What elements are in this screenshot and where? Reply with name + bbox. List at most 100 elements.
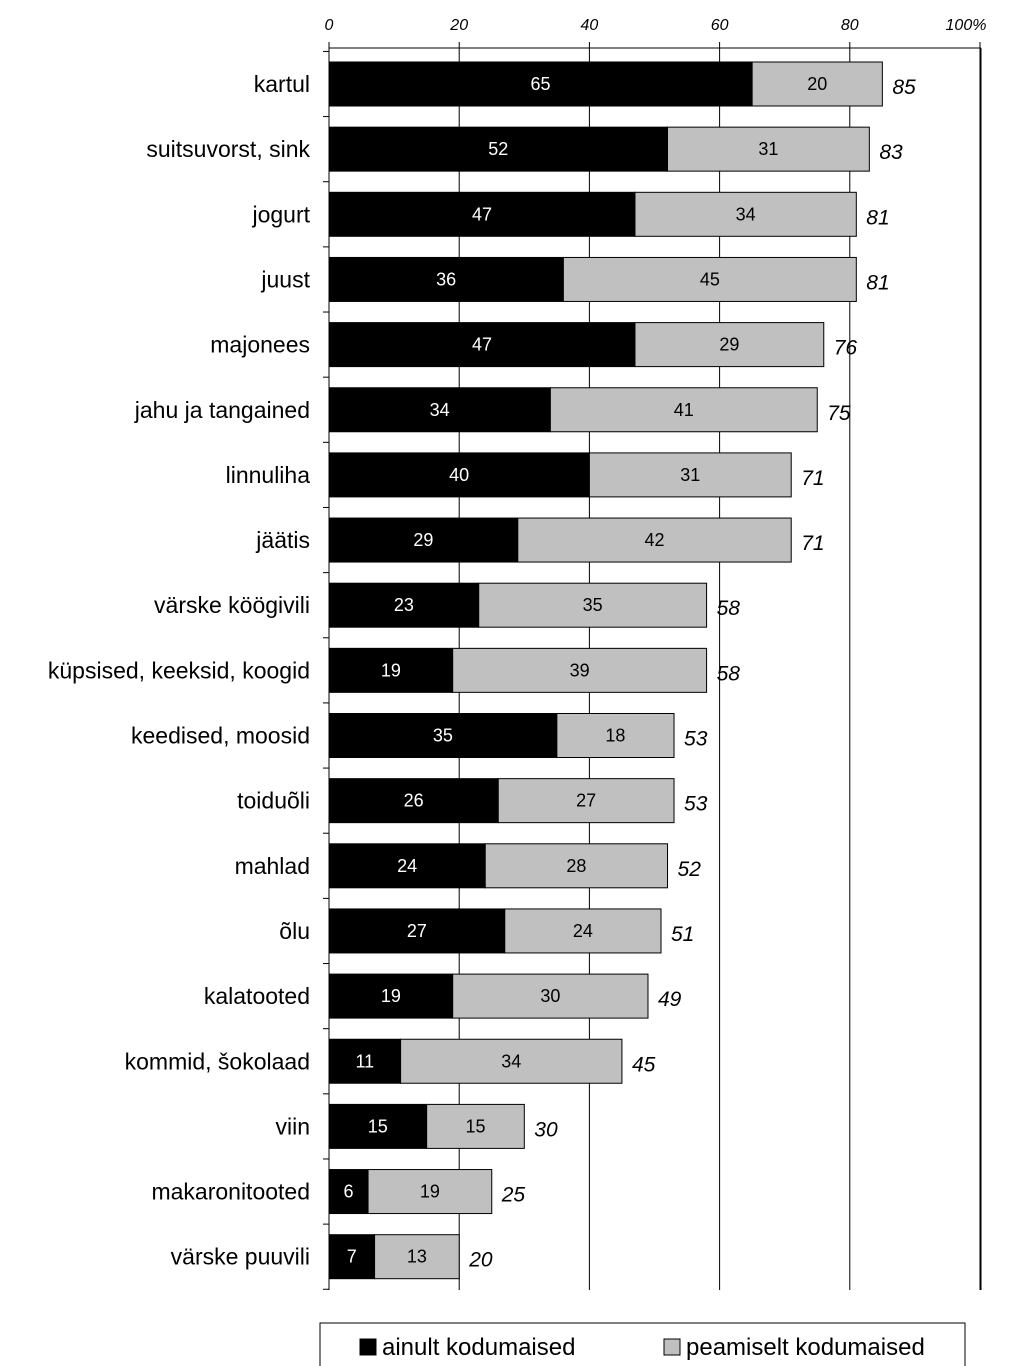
total-label-suitsuvorst-sink: 83 [879,141,903,164]
bar-peamiselt-keedised-moosid [556,713,675,758]
category-labels: kartul suitsuvorst, sink jogurt juust majone… [48,71,311,1270]
value-label-peamiselt-jogurt: 34 [736,204,756,224]
category-label-mahlad: mahlad [235,853,310,879]
value-label-ainult-toiduõli: 26 [404,791,424,811]
category-label-jahu-ja-tangained: jahu ja tangained [134,397,310,423]
legend-frame [319,1322,966,1366]
total-label-mahlad: 52 [678,858,702,881]
total-label-küpsised-keeksid-koogid: 58 [717,662,741,685]
total-label-jäätis: 71 [801,532,824,555]
value-label-ainult-kartul: 65 [531,74,551,94]
value-label-peamiselt-juust: 45 [700,269,720,289]
total-label-värske-puuvili: 20 [468,1249,493,1272]
bar-ainult-jäätis [328,517,519,563]
bar-peamiselt-kartul [751,61,883,107]
category-label-suitsuvorst-sink: suitsuvorst, sink [146,136,310,162]
value-label-peamiselt-keedised-moosid: 18 [605,726,625,746]
total-label-keedised-moosid: 53 [684,728,708,751]
bar-peamiselt-majonees [634,322,825,368]
bar-peamiselt-mahlad [484,843,669,889]
bar-peamiselt-suitsuvorst-sink [667,126,870,172]
bar-ainult-kommid-šokolaad [328,1038,402,1084]
total-label-kartul: 85 [892,76,916,99]
total-label-makaronitooted: 25 [501,1184,526,1207]
bar-peamiselt-jogurt [634,191,857,237]
legend-swatch-ainult-kodumaised [359,1338,377,1356]
value-label-peamiselt-suitsuvorst-sink: 31 [758,139,778,159]
category-label-jogurt: jogurt [251,201,310,227]
category-label-värske-puuvili: värske puuvili [171,1244,310,1270]
bar-ainult-värske-köögivili [328,582,480,628]
total-label-viin: 30 [534,1118,558,1141]
total-label-toiduõli: 53 [684,793,708,816]
legend-label-ainult-kodumaised: ainult kodumaised [382,1334,575,1361]
value-label-ainult-värske-puuvili: 7 [347,1247,357,1267]
bar-peamiselt-küpsised-keeksid-koogid [452,647,708,693]
value-label-peamiselt-jahu-ja-tangained: 41 [674,400,694,420]
value-label-ainult-kommid-šokolaad: 11 [355,1051,374,1071]
total-label-õlu: 51 [671,923,694,946]
category-label-kommid-šokolaad: kommid, šokolaad [125,1048,310,1074]
value-label-ainult-jahu-ja-tangained: 34 [430,400,450,420]
bar-ainult-õlu [328,908,506,954]
x-tick-label-2: 40 [581,17,599,34]
category-label-küpsised-keeksid-koogid: küpsised, keeksid, koogid [48,657,310,683]
value-label-peamiselt-õlu: 24 [573,921,593,941]
value-label-ainult-suitsuvorst-sink: 52 [488,139,508,159]
value-label-peamiselt-kalatooted: 30 [540,986,560,1006]
category-label-jäätis: jäätis [255,527,310,553]
value-label-ainult-mahlad: 24 [397,856,417,876]
total-label-kalatooted: 49 [658,988,682,1011]
legend-label-peamiselt-kodumaised: peamiselt kodumaised [686,1334,925,1361]
bar-ainult-värske-puuvili [328,1234,376,1280]
category-label-viin: viin [275,1113,310,1139]
x-tick-label-1: 20 [449,17,468,34]
bar-peamiselt-makaronitooted [367,1169,493,1215]
category-label-juust: juust [260,266,310,292]
value-label-ainult-linnuliha: 40 [449,465,469,485]
value-label-ainult-jogurt: 47 [472,204,492,224]
bar-peamiselt-jahu-ja-tangained [549,387,818,433]
value-label-ainult-õlu: 27 [407,921,427,941]
total-label-juust: 81 [866,271,889,294]
total-label-linnuliha: 71 [801,467,824,490]
legend: ainult kodumaised peamiselt kodumaised [319,1322,966,1366]
bar-ainult-toiduõli [328,778,499,824]
category-label-keedised-moosid: keedised, moosid [131,723,310,749]
total-label-majonees: 76 [834,337,858,360]
value-label-peamiselt-mahlad: 28 [566,856,586,876]
total-label-jogurt: 81 [866,206,889,229]
bar-peamiselt-jäätis [517,517,792,563]
value-label-peamiselt-jäätis: 42 [644,530,664,550]
value-label-ainult-majonees: 47 [472,335,492,355]
total-label-värske-köögivili: 58 [717,597,741,620]
value-label-peamiselt-linnuliha: 31 [680,465,700,485]
category-label-toiduõli: toiduõli [237,788,310,814]
value-label-ainult-makaronitooted: 6 [344,1182,354,1202]
value-label-peamiselt-makaronitooted: 19 [420,1182,440,1202]
category-label-makaronitooted: makaronitooted [151,1179,310,1205]
bar-ainult-keedised-moosid [328,713,558,758]
value-label-peamiselt-kommid-šokolaad: 34 [501,1051,521,1071]
value-label-ainult-viin: 15 [368,1116,388,1136]
bar-ainult-makaronitooted [328,1169,369,1215]
bar-peamiselt-värske-puuvili [374,1234,460,1280]
value-label-peamiselt-värske-puuvili: 13 [407,1247,427,1267]
category-label-majonees: majonees [210,332,310,358]
bar-peamiselt-õlu [504,908,662,954]
bar-peamiselt-kalatooted [452,973,649,1019]
value-label-peamiselt-kartul: 20 [807,74,827,94]
bar-ainult-majonees [328,322,636,368]
value-label-peamiselt-värske-köögivili: 35 [583,595,603,615]
category-label-kalatooted: kalatooted [204,983,310,1009]
value-label-ainult-värske-köögivili: 23 [394,595,414,615]
value-label-peamiselt-majonees: 29 [719,335,739,355]
bar-ainult-kalatooted [328,973,454,1019]
bar-peamiselt-viin [426,1103,525,1149]
bar-ainult-küpsised-keeksid-koogid [328,647,454,693]
bar-peamiselt-linnuliha [588,452,792,498]
value-label-ainult-kalatooted: 19 [381,986,401,1006]
category-label-kartul: kartul [254,71,310,97]
value-label-ainult-keedised-moosid: 35 [433,726,453,746]
